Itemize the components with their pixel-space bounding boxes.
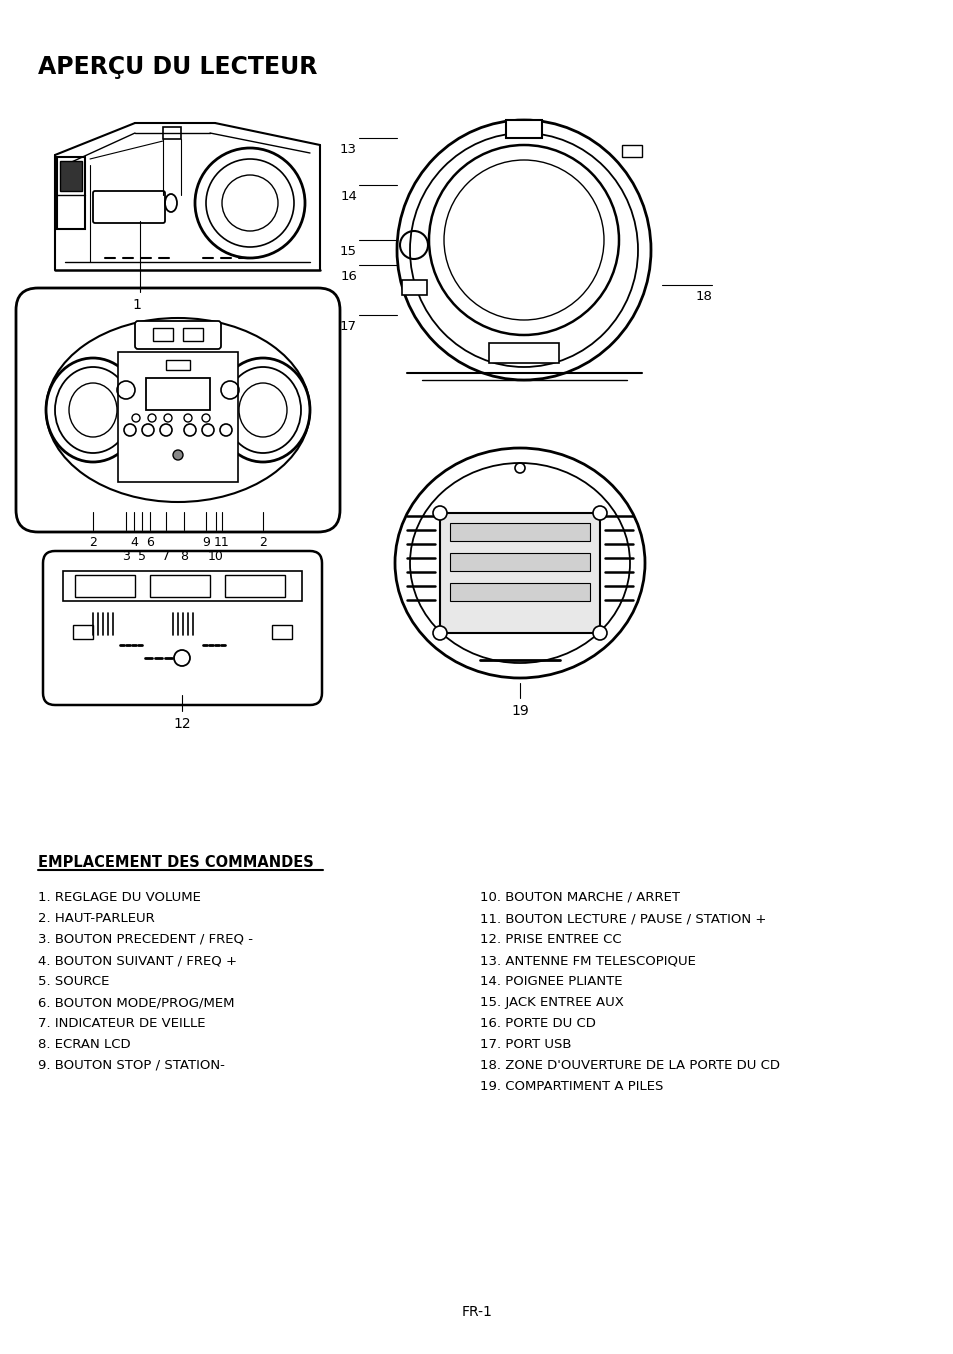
- Bar: [450, 523, 589, 542]
- Text: 15. JACK ENTREE AUX: 15. JACK ENTREE AUX: [479, 997, 623, 1009]
- Text: 7. INDICATEUR DE VEILLE: 7. INDICATEUR DE VEILLE: [38, 1017, 205, 1030]
- Bar: [272, 626, 292, 639]
- Text: 16. PORTE DU CD: 16. PORTE DU CD: [479, 1017, 596, 1030]
- Bar: [450, 584, 589, 601]
- Text: 15: 15: [339, 245, 356, 259]
- FancyBboxPatch shape: [43, 551, 322, 705]
- Bar: [118, 352, 237, 482]
- Bar: [450, 552, 589, 571]
- Text: 6: 6: [146, 536, 153, 548]
- Text: 11: 11: [213, 536, 230, 548]
- Text: 4. BOUTON SUIVANT / FREQ +: 4. BOUTON SUIVANT / FREQ +: [38, 955, 236, 967]
- Text: 7: 7: [162, 550, 170, 563]
- Text: 11. BOUTON LECTURE / PAUSE / STATION +: 11. BOUTON LECTURE / PAUSE / STATION +: [479, 913, 765, 925]
- Bar: [166, 360, 190, 370]
- Text: 2: 2: [259, 536, 267, 548]
- Bar: [621, 145, 641, 157]
- Text: 19: 19: [511, 704, 528, 718]
- Bar: [183, 328, 203, 341]
- Text: 8. ECRAN LCD: 8. ECRAN LCD: [38, 1039, 131, 1051]
- Text: EMPLACEMENT DES COMMANDES: EMPLACEMENT DES COMMANDES: [38, 854, 314, 871]
- Ellipse shape: [429, 145, 618, 334]
- Text: 12: 12: [173, 718, 191, 731]
- Text: FR-1: FR-1: [461, 1305, 492, 1319]
- Text: 17. PORT USB: 17. PORT USB: [479, 1039, 571, 1051]
- Text: 12. PRISE ENTREE CC: 12. PRISE ENTREE CC: [479, 933, 621, 946]
- Ellipse shape: [433, 626, 447, 640]
- Text: 4: 4: [130, 536, 138, 548]
- Text: 18. ZONE D'OUVERTURE DE LA PORTE DU CD: 18. ZONE D'OUVERTURE DE LA PORTE DU CD: [479, 1059, 780, 1072]
- Text: 6. BOUTON MODE/PROG/MEM: 6. BOUTON MODE/PROG/MEM: [38, 997, 234, 1009]
- Text: 3: 3: [122, 550, 130, 563]
- Text: 2. HAUT-PARLEUR: 2. HAUT-PARLEUR: [38, 913, 154, 925]
- FancyBboxPatch shape: [16, 288, 339, 532]
- Text: 17: 17: [339, 320, 356, 333]
- Text: 2: 2: [89, 536, 97, 548]
- Text: 19. COMPARTIMENT A PILES: 19. COMPARTIMENT A PILES: [479, 1080, 662, 1093]
- Bar: [439, 513, 599, 634]
- Ellipse shape: [396, 121, 650, 380]
- Ellipse shape: [593, 506, 606, 520]
- Text: 10. BOUTON MARCHE / ARRET: 10. BOUTON MARCHE / ARRET: [479, 891, 679, 904]
- Bar: [63, 571, 302, 601]
- Bar: [150, 575, 210, 597]
- Text: 13. ANTENNE FM TELESCOPIQUE: 13. ANTENNE FM TELESCOPIQUE: [479, 955, 695, 967]
- Text: 3. BOUTON PRECEDENT / FREQ -: 3. BOUTON PRECEDENT / FREQ -: [38, 933, 253, 946]
- Text: 18: 18: [695, 290, 711, 303]
- Ellipse shape: [433, 506, 447, 520]
- Text: 8: 8: [180, 550, 188, 563]
- Text: 16: 16: [340, 269, 356, 283]
- Bar: [225, 575, 285, 597]
- Text: 5: 5: [138, 550, 146, 563]
- Bar: [489, 343, 558, 363]
- Text: 1. REGLAGE DU VOLUME: 1. REGLAGE DU VOLUME: [38, 891, 201, 904]
- Bar: [60, 161, 82, 191]
- Bar: [505, 121, 541, 138]
- Bar: [401, 280, 427, 295]
- Text: 9: 9: [202, 536, 210, 548]
- Text: 5. SOURCE: 5. SOURCE: [38, 975, 110, 988]
- Text: 1: 1: [132, 298, 141, 311]
- Bar: [75, 575, 135, 597]
- Bar: [146, 378, 210, 410]
- Ellipse shape: [593, 626, 606, 640]
- FancyBboxPatch shape: [135, 321, 221, 349]
- Ellipse shape: [172, 450, 183, 460]
- Bar: [57, 157, 85, 229]
- Text: 13: 13: [339, 144, 356, 156]
- Bar: [152, 328, 172, 341]
- Text: 14. POIGNEE PLIANTE: 14. POIGNEE PLIANTE: [479, 975, 622, 988]
- Bar: [163, 127, 181, 139]
- Text: 14: 14: [340, 190, 356, 203]
- Text: 10: 10: [208, 550, 224, 563]
- Ellipse shape: [395, 448, 644, 678]
- Text: APERÇU DU LECTEUR: APERÇU DU LECTEUR: [38, 56, 317, 79]
- Text: 9. BOUTON STOP / STATION-: 9. BOUTON STOP / STATION-: [38, 1059, 225, 1072]
- Bar: [73, 626, 92, 639]
